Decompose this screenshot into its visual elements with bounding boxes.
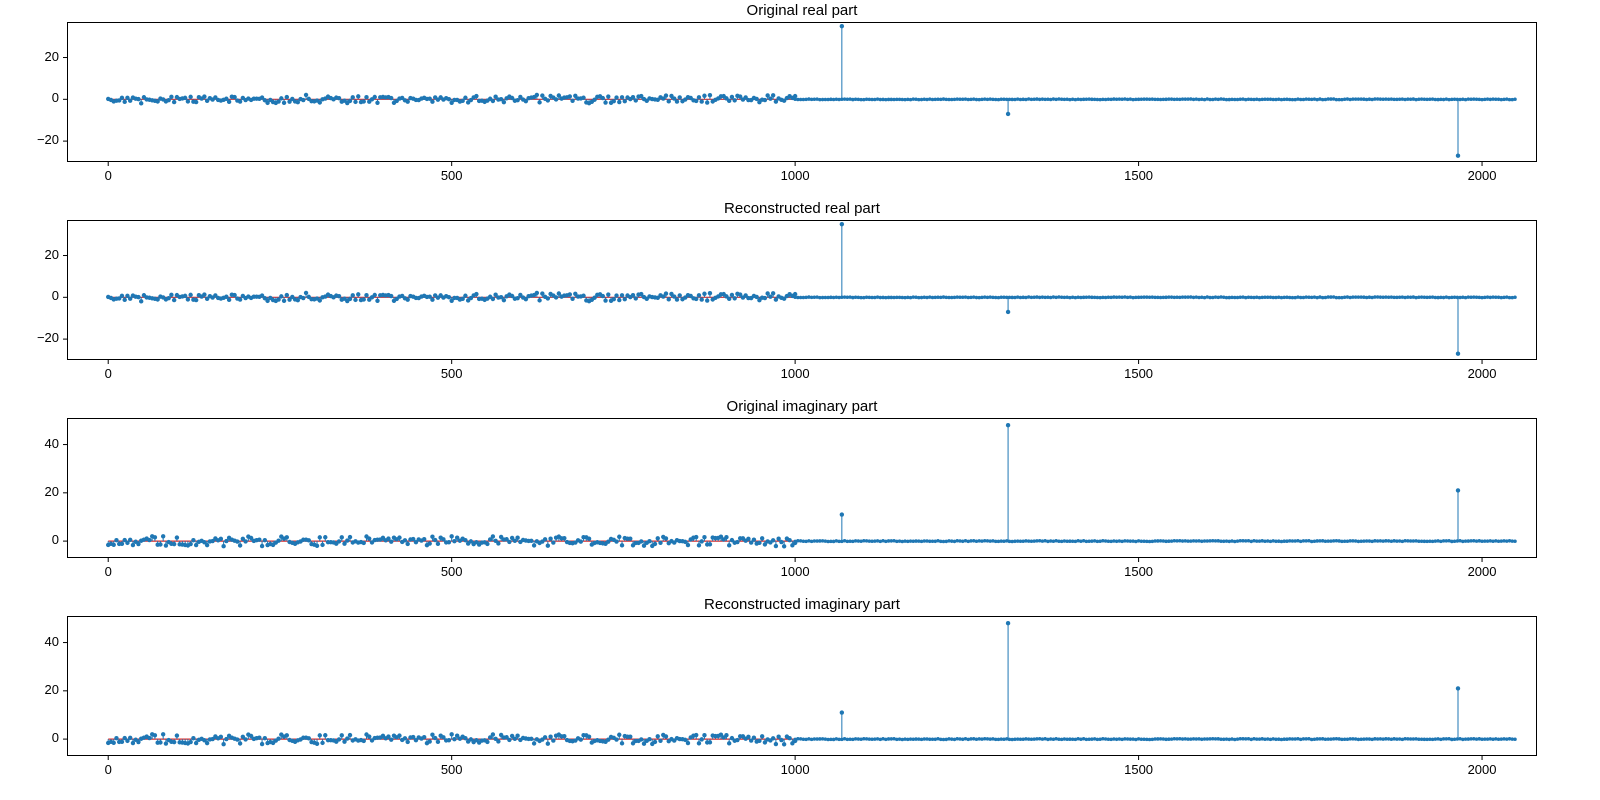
xtick-label: 500	[427, 168, 477, 183]
xtick-label: 0	[83, 564, 133, 579]
ytick-label: 0	[9, 730, 59, 745]
subplot-title: Reconstructed real part	[67, 200, 1537, 217]
ytick-label: 0	[9, 90, 59, 105]
xtick-label: 0	[83, 168, 133, 183]
ytick-label: 40	[9, 634, 59, 649]
ytick-label: 20	[9, 247, 59, 262]
subplot-0: Original real part0500100015002000−20020	[67, 22, 1537, 162]
xtick-label: 0	[83, 366, 133, 381]
plot-area	[67, 616, 1537, 756]
subplot-title: Reconstructed imaginary part	[67, 596, 1537, 613]
ytick-label: −20	[9, 330, 59, 345]
subplot-3: Reconstructed imaginary part050010001500…	[67, 616, 1537, 756]
ytick-label: 40	[9, 436, 59, 451]
figure-container: Original real part0500100015002000−20020…	[0, 0, 1600, 800]
xtick-label: 500	[427, 366, 477, 381]
ytick-label: 20	[9, 49, 59, 64]
xtick-label: 1500	[1114, 168, 1164, 183]
ytick-label: 0	[9, 532, 59, 547]
xtick-label: 1500	[1114, 762, 1164, 777]
ytick-label: 20	[9, 682, 59, 697]
ytick-label: 20	[9, 484, 59, 499]
subplot-2: Original imaginary part05001000150020000…	[67, 418, 1537, 558]
ytick-label: 0	[9, 288, 59, 303]
xtick-label: 2000	[1457, 564, 1507, 579]
xtick-label: 0	[83, 762, 133, 777]
subplot-title: Original imaginary part	[67, 398, 1537, 415]
subplot-1: Reconstructed real part0500100015002000−…	[67, 220, 1537, 360]
xtick-label: 1500	[1114, 366, 1164, 381]
xtick-label: 1000	[770, 366, 820, 381]
plot-area	[67, 220, 1537, 360]
subplot-title: Original real part	[67, 2, 1537, 19]
xtick-label: 500	[427, 762, 477, 777]
xtick-label: 1000	[770, 168, 820, 183]
xtick-label: 1000	[770, 762, 820, 777]
ytick-label: −20	[9, 132, 59, 147]
xtick-label: 2000	[1457, 168, 1507, 183]
xtick-label: 1500	[1114, 564, 1164, 579]
xtick-label: 1000	[770, 564, 820, 579]
xtick-label: 500	[427, 564, 477, 579]
plot-area	[67, 418, 1537, 558]
xtick-label: 2000	[1457, 762, 1507, 777]
plot-area	[67, 22, 1537, 162]
xtick-label: 2000	[1457, 366, 1507, 381]
